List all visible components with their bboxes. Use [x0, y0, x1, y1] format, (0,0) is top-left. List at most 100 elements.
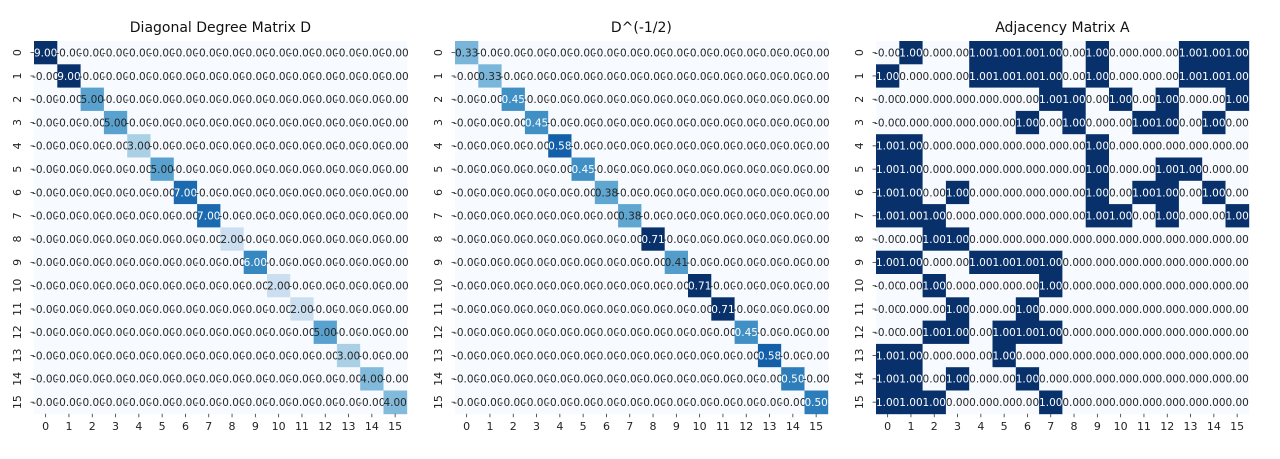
cell-value-label: 0.00	[1132, 257, 1155, 269]
cell-value-label: 0.00	[969, 211, 992, 223]
heatmap-cell	[641, 297, 666, 321]
cell-value-label: 0.00	[1039, 187, 1062, 199]
heatmap-cell	[641, 87, 666, 112]
cell-value-label: -0.00	[546, 327, 573, 339]
cell-value-label: -0.00	[570, 141, 597, 153]
heatmap-cell	[548, 134, 572, 158]
cell-value-label: -0.00	[546, 397, 573, 409]
cell-value-label: -0.00	[102, 71, 129, 83]
heatmap-cell	[1178, 41, 1203, 65]
cell-value-label: 0.00	[1132, 280, 1155, 292]
heatmap-cell	[876, 297, 900, 321]
cell-value-label: 0.00	[1016, 187, 1039, 199]
heatmap-cell	[478, 134, 502, 158]
y-tick-label: 2	[853, 96, 866, 103]
heatmap-cell	[57, 64, 81, 88]
cell-value-label: 1.00	[1086, 187, 1109, 199]
cell-value-label: 0.00	[1039, 350, 1062, 362]
cell-value-label: 1.00	[1016, 304, 1039, 316]
heatmap-cell	[383, 297, 408, 321]
cell-value-label: -0.00	[195, 304, 222, 316]
heatmap-cell	[360, 227, 384, 252]
cell-value-label: -0.00	[32, 304, 59, 316]
heatmap-cell	[594, 204, 619, 228]
cell-value-label: -0.00	[523, 141, 550, 153]
heatmap-cell	[478, 250, 502, 275]
cell-value-label: 0.00	[1156, 47, 1179, 59]
heatmap-cell	[945, 41, 970, 65]
heatmap-cell	[1015, 204, 1040, 228]
heatmap-cell	[641, 343, 666, 368]
cell-value-label: -0.00	[32, 280, 59, 292]
cell-value-label: -0.00	[779, 117, 806, 129]
heatmap-cell	[618, 297, 642, 321]
heatmap-cell	[1085, 390, 1110, 415]
heatmap-cell	[1039, 157, 1063, 182]
cell-value-label: -0.00	[476, 327, 503, 339]
heatmap-cell	[618, 134, 642, 158]
heatmap-cell	[594, 134, 619, 158]
cell-value-label: -0.00	[663, 211, 690, 223]
cell-value-label: -0.00	[663, 234, 690, 246]
cell-value-label: -0.00	[265, 164, 292, 176]
cell-value-label: -0.00	[546, 164, 573, 176]
cell-value-label: 1.00	[1225, 94, 1248, 106]
y-tick-label: 0	[853, 49, 866, 56]
x-tick-label: 15	[809, 420, 823, 433]
y-tick-label: 3	[853, 119, 866, 126]
heatmap-cell	[922, 180, 947, 205]
heatmap-cell	[734, 250, 759, 275]
cell-value-label: -0.00	[570, 94, 597, 106]
cell-value-label: 1.00	[992, 257, 1015, 269]
cell-value-label: -0.00	[523, 164, 550, 176]
cell-value-label: -0.00	[382, 94, 409, 106]
heatmap-cell	[757, 390, 782, 415]
heatmap-cell	[80, 367, 105, 391]
heatmap-cell	[781, 227, 805, 252]
heatmap-cell	[103, 64, 128, 88]
cell-value-label: -0.00	[616, 71, 643, 83]
heatmap-cell	[992, 343, 1017, 368]
cell-value-label: -0.00	[616, 117, 643, 129]
cell-value-label: 1.00	[1156, 211, 1179, 223]
cell-value-label: 0.00	[969, 350, 992, 362]
cell-value-label: -0.00	[32, 327, 59, 339]
cell-value-label: -0.00	[756, 234, 783, 246]
heatmap-cell	[757, 41, 782, 65]
heatmap-cell	[1202, 41, 1226, 65]
heatmap-cell	[688, 157, 712, 182]
cell-value-label: -0.00	[55, 350, 82, 362]
cell-value-label: -0.00	[79, 117, 106, 129]
heatmap-cell	[34, 227, 58, 252]
cell-value-label: -0.00	[639, 374, 666, 386]
cell-value-label: -0.00	[172, 71, 199, 83]
cell-value-label: -0.00	[476, 164, 503, 176]
heatmap-cell	[360, 274, 384, 298]
cell-value-label: 1.00	[1202, 71, 1225, 83]
heatmap-cell	[150, 110, 175, 135]
cell-value-label: -0.00	[500, 234, 527, 246]
x-tick-label: 4	[556, 420, 563, 433]
cell-value-label: 0.00	[1016, 397, 1039, 409]
heatmap-cell	[383, 320, 408, 345]
cell-value-label: -0.00	[195, 397, 222, 409]
heatmap-cell	[945, 157, 970, 182]
chart-title: D^(-1/2)	[611, 20, 672, 36]
heatmap-cell	[243, 180, 268, 205]
cell-value-label: 1.00	[1016, 257, 1039, 269]
cell-value-label: 5.00	[150, 164, 173, 176]
heatmap-cell	[478, 274, 502, 298]
heatmap-cell	[992, 204, 1017, 228]
cell-value-label: 0.00	[1132, 304, 1155, 316]
cell-value-label: -0.00	[593, 280, 620, 292]
cell-value-label: 5.00	[104, 117, 127, 129]
heatmap-cell	[103, 204, 128, 228]
heatmap-cell	[267, 274, 291, 298]
heatmap-cell	[127, 157, 151, 182]
heatmap-cell	[1109, 41, 1133, 65]
heatmap-cell	[945, 87, 970, 112]
cell-value-label: 1.00	[1039, 71, 1062, 83]
cell-value-label: -0.00	[242, 350, 269, 362]
heatmap-cell	[804, 64, 829, 88]
cell-value-label: -0.00	[453, 71, 480, 83]
